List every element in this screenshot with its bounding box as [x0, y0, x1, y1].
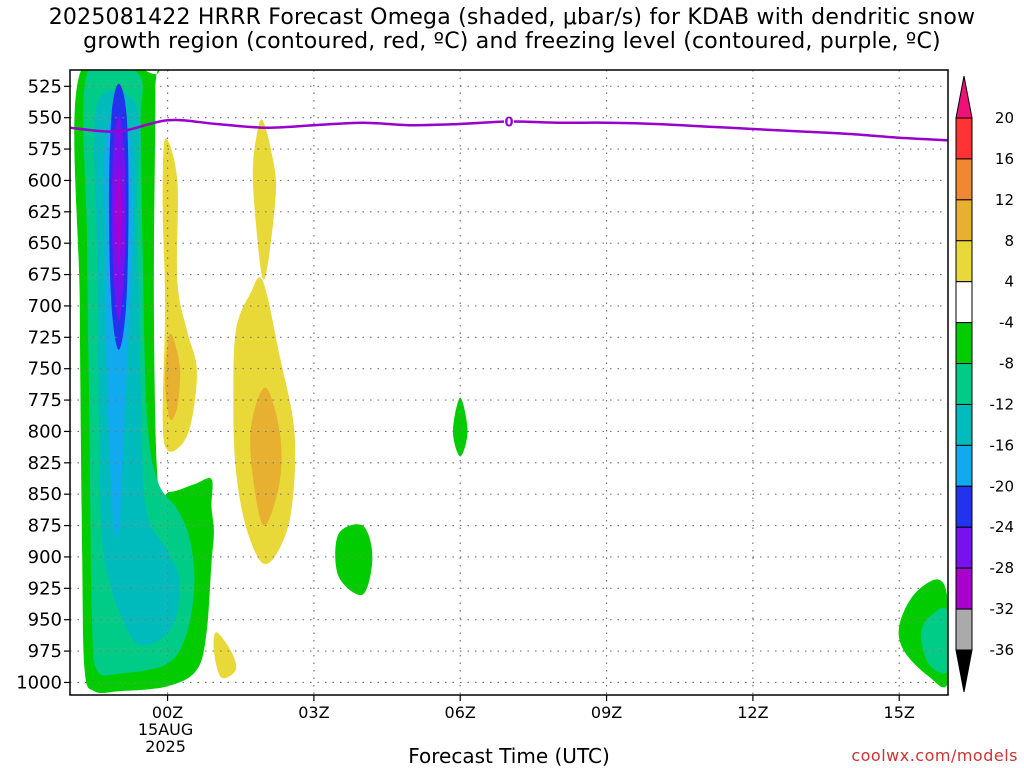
freezing-level-label-bg: [504, 114, 514, 129]
omega-region-12: [213, 632, 237, 679]
y-tick-label: 550: [28, 108, 62, 129]
y-axis: 525 550 575 600 625 650 675 700 725 750 775 800 825 8…: [16, 76, 70, 693]
colorbar-top-arrow: [955, 75, 973, 119]
plot-frame: [69, 69, 949, 696]
colorbar-label: -4: [999, 314, 1014, 332]
colorbar-label: -16: [990, 436, 1015, 454]
y-tick-label: 625: [28, 202, 62, 223]
colorbar-bin: [955, 444, 973, 487]
freezing-level-label: 0: [504, 116, 513, 131]
y-tick-label: 575: [28, 139, 62, 160]
colorbar-label: -32: [990, 600, 1015, 618]
y-tick-label: 700: [28, 296, 62, 317]
colorbar-label: 4: [1004, 273, 1014, 291]
x-tick-label: 06Z: [445, 703, 476, 722]
y-tick-label: 825: [28, 453, 62, 474]
x-tick-sublabel: 15AUG: [138, 720, 193, 739]
y-tick-label: 875: [28, 516, 62, 537]
x-tick-label: 12Z: [737, 703, 768, 722]
freezing-level-layer: 0: [70, 114, 948, 142]
colorbar-bin: [955, 240, 973, 283]
y-tick-label: 800: [28, 421, 62, 442]
colorbar-label: 8: [1004, 232, 1014, 250]
omega-region-13: [335, 524, 373, 596]
chart-title: 2025081422 HRRR Forecast Omega (shaded, …: [0, 6, 1024, 54]
omega-region-14: [452, 397, 468, 457]
x-tick-label: 09Z: [591, 703, 622, 722]
colorbar-label: -20: [990, 477, 1015, 495]
site-credit: coolwx.com/models: [851, 746, 1018, 765]
colorbar-bottom-arrow: [955, 649, 973, 693]
colorbar-bin: [955, 363, 973, 405]
omega-region-9: [252, 119, 277, 280]
y-tick-label: 975: [28, 641, 62, 662]
colorbar-bin: [955, 526, 973, 569]
omega-region-8: [165, 333, 181, 421]
y-tick-label: 775: [28, 390, 62, 411]
x-tick-label: 00Z: [152, 703, 183, 722]
y-tick-label: 525: [28, 76, 62, 97]
colorbar-label: -36: [990, 641, 1015, 659]
y-tick-label: 1000: [16, 672, 62, 693]
y-tick-label: 900: [28, 547, 62, 568]
omega-region-11: [250, 387, 282, 526]
y-tick-label: 950: [28, 610, 62, 631]
y-tick-label: 850: [28, 484, 62, 505]
colorbar-label: -24: [990, 518, 1015, 536]
chart-title-line-2: growth region (contoured, red, ºC) and f…: [83, 29, 941, 54]
colorbar-bin: [955, 567, 973, 610]
colorbar-label: 20: [995, 109, 1014, 127]
colorbar-bin: [955, 485, 973, 528]
x-tick-label: 15Z: [884, 703, 915, 722]
colorbar-label: -8: [999, 355, 1014, 373]
y-tick-label: 675: [28, 265, 62, 286]
y-tick-label: 600: [28, 170, 62, 191]
colorbar-bin: [955, 403, 973, 446]
colorbar-label: -12: [990, 395, 1015, 413]
y-tick-label: 925: [28, 578, 62, 599]
x-tick-sublabel: 2025: [145, 737, 186, 756]
omega-shading-layer: [74, 70, 948, 694]
y-tick-label: 650: [28, 233, 62, 254]
omega-region-16: [921, 607, 948, 674]
colorbar-label: 12: [995, 191, 1014, 209]
x-axis-label: Forecast Time (UTC): [408, 744, 610, 768]
colorbar-bin: [955, 608, 973, 651]
colorbar: 20 16 12 8 4 -4 -8 -12 -16 -20 -24 -28 -32 -36: [955, 75, 1015, 693]
colorbar-label: -28: [990, 559, 1015, 577]
colorbar-bin: [955, 322, 973, 365]
y-tick-label: 750: [28, 359, 62, 380]
omega-region-6: [115, 167, 122, 269]
x-tick-label: 03Z: [298, 703, 329, 722]
colorbar-bin: [955, 281, 973, 324]
y-tick-label: 725: [28, 327, 62, 348]
colorbar-bin: [955, 199, 973, 242]
colorbar-label: 16: [995, 150, 1014, 168]
colorbar-bin: [955, 158, 973, 201]
chart-title-line-1: 2025081422 HRRR Forecast Omega (shaded, …: [48, 5, 976, 30]
colorbar-bin: [955, 117, 973, 160]
